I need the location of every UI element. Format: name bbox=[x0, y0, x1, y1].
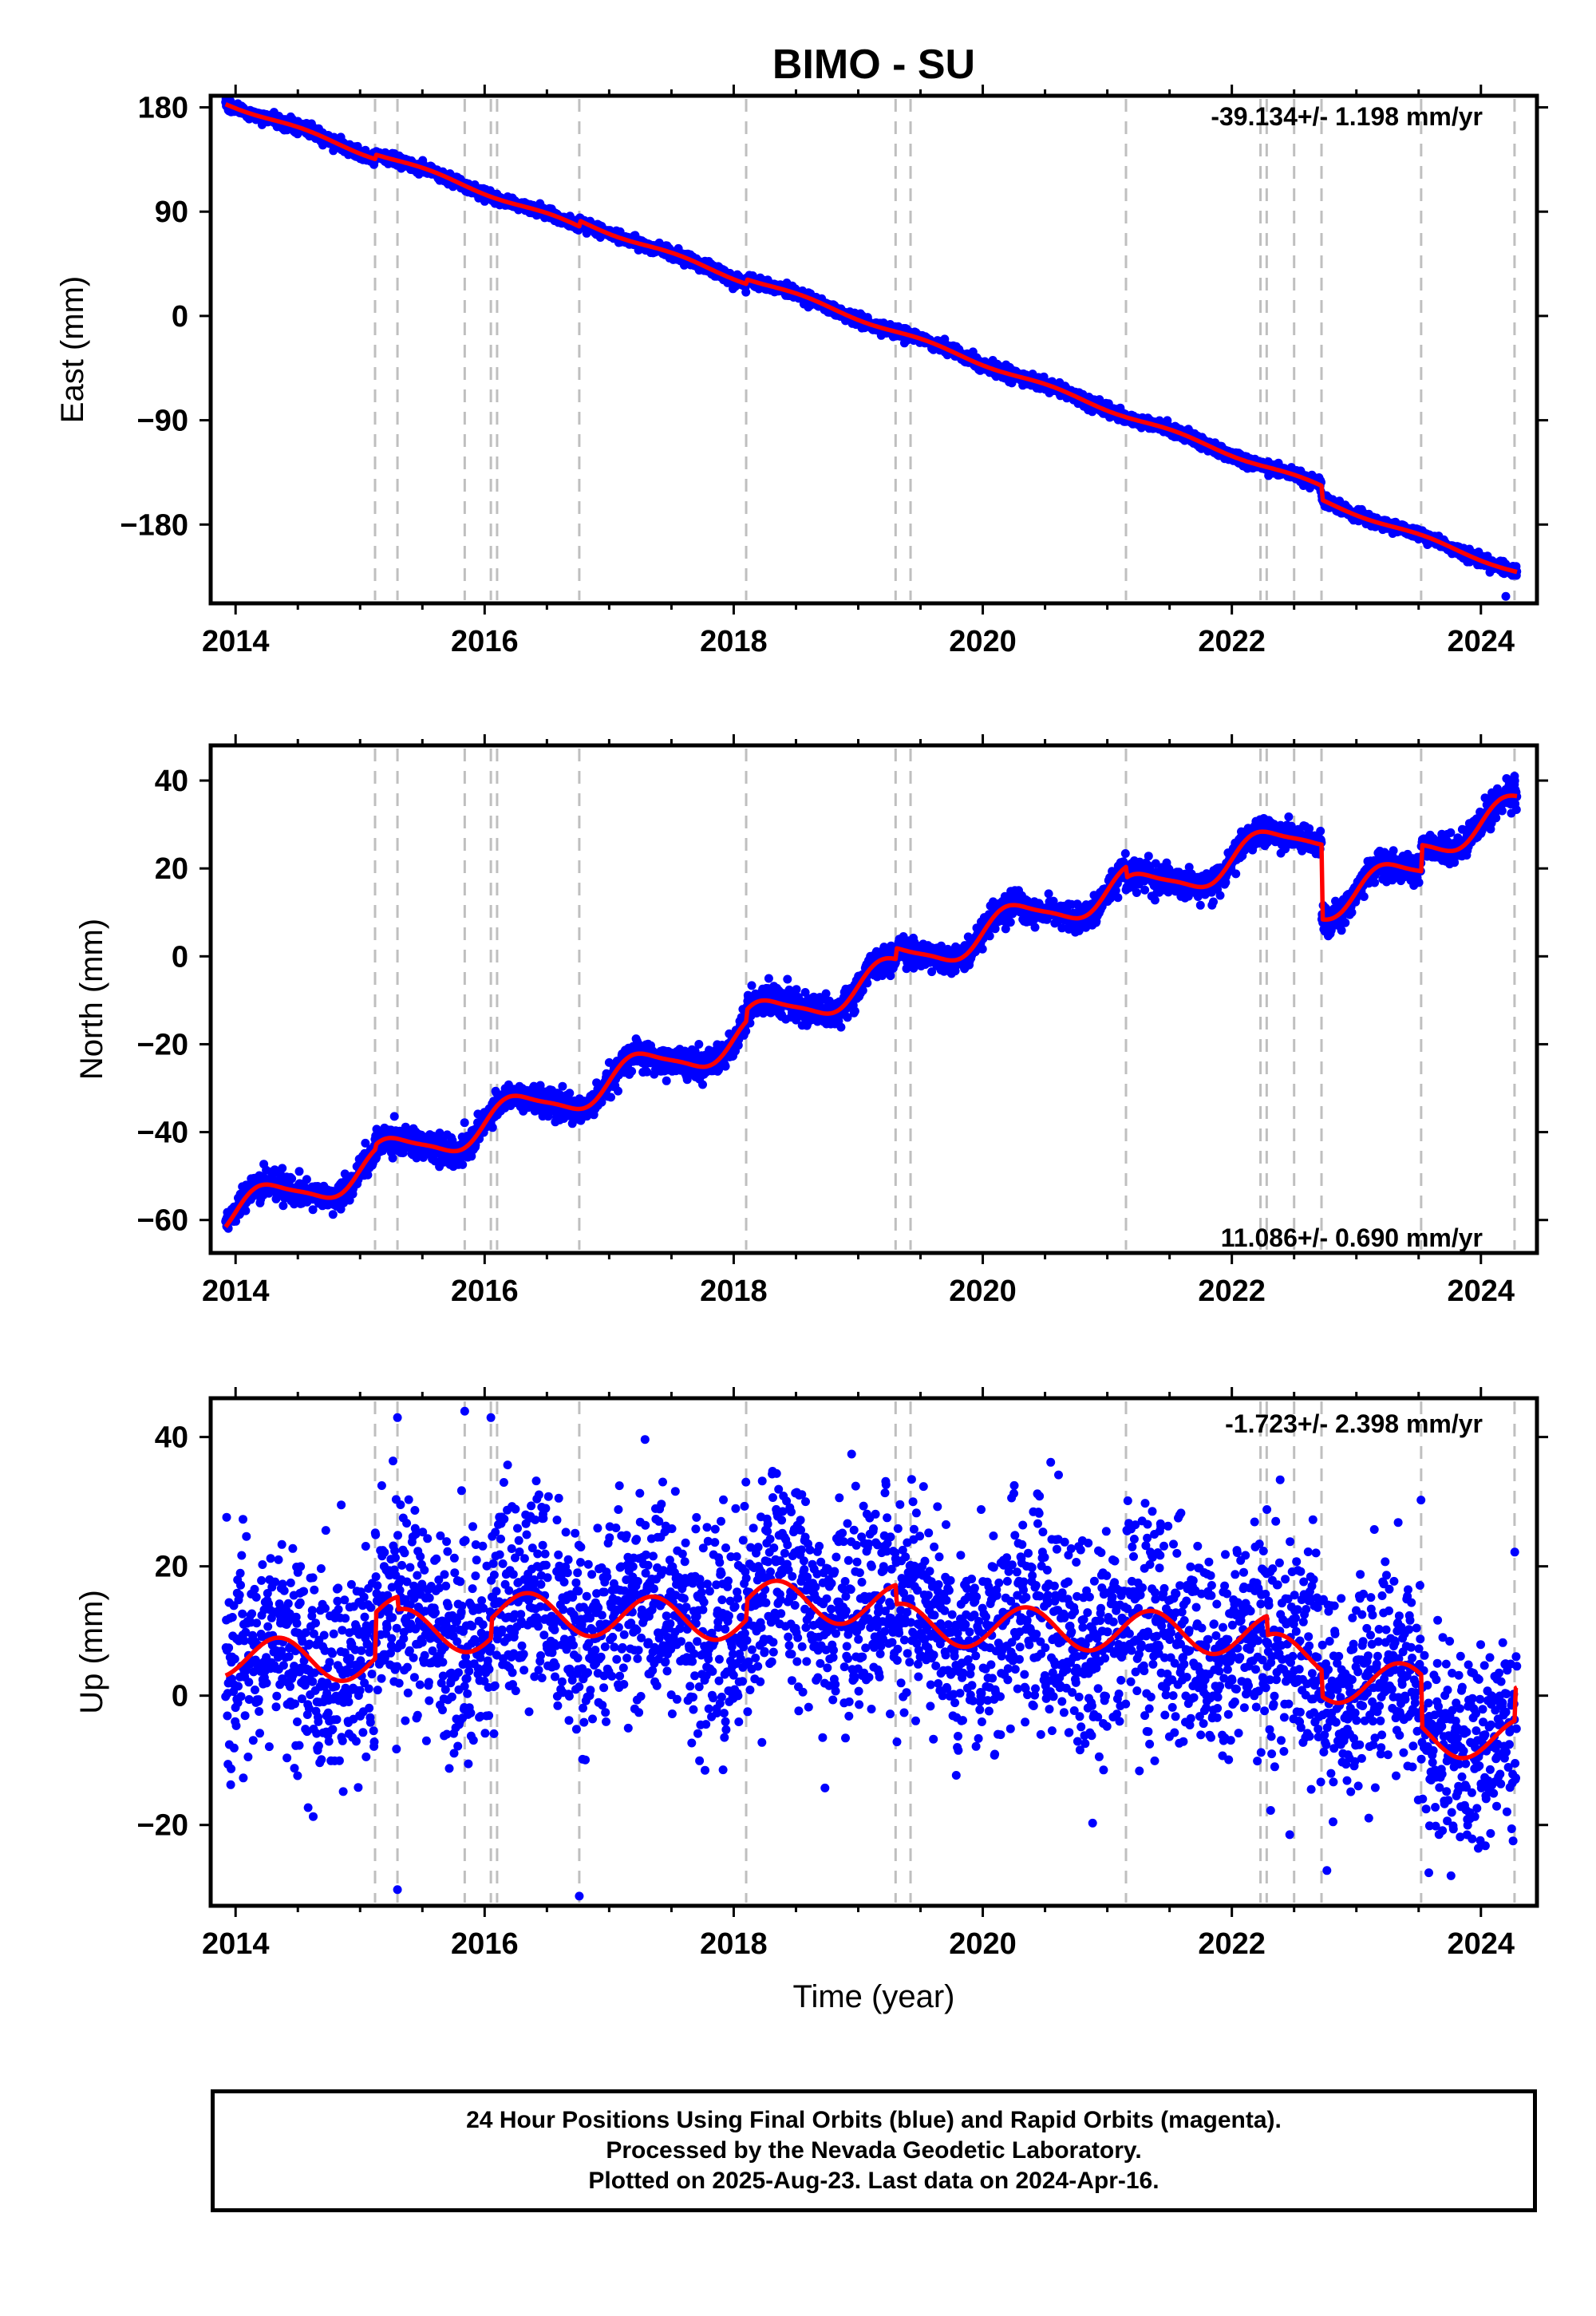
data-point bbox=[606, 1093, 615, 1102]
data-point bbox=[363, 1170, 373, 1180]
data-point bbox=[278, 1164, 287, 1173]
y-tick-label: −90 bbox=[137, 405, 188, 438]
data-point bbox=[565, 1089, 575, 1098]
x-tick-label: 2020 bbox=[949, 625, 1017, 658]
data-point bbox=[302, 1175, 311, 1184]
x-tick-label: 2024 bbox=[1448, 625, 1515, 658]
y-tick-label: −180 bbox=[120, 508, 188, 542]
data-point bbox=[694, 1040, 704, 1049]
y-tick-label: 180 bbox=[138, 92, 188, 125]
data-point bbox=[279, 1201, 288, 1211]
data-point bbox=[435, 1128, 444, 1138]
x-tick-label: 2018 bbox=[700, 625, 768, 658]
data-point bbox=[741, 287, 751, 297]
data-points bbox=[221, 96, 1522, 601]
data-point bbox=[308, 1205, 318, 1215]
data-point bbox=[328, 1210, 338, 1219]
data-points bbox=[221, 772, 1522, 1233]
rate-label: -39.134+/- 1.198 mm/yr bbox=[1211, 102, 1483, 131]
data-point bbox=[389, 1112, 399, 1121]
y-tick-label: 90 bbox=[155, 196, 188, 229]
data-point bbox=[372, 1124, 381, 1134]
x-tick-label: 2022 bbox=[1198, 625, 1266, 658]
y-tick-label: 0 bbox=[172, 300, 188, 334]
x-tick-label: 2016 bbox=[451, 625, 519, 658]
plot-frame bbox=[208, 93, 1539, 606]
chart-title: BIMO - SU bbox=[772, 41, 975, 88]
data-point bbox=[241, 1206, 251, 1215]
north-panel: 2014 2016 2018 2020 2022 2024−60−40−2002040No… bbox=[74, 734, 1548, 1308]
data-point bbox=[361, 1138, 370, 1148]
data-point bbox=[614, 1086, 622, 1096]
data-point bbox=[488, 1123, 497, 1132]
data-point bbox=[627, 1066, 637, 1076]
y-axis-label: East (mm) bbox=[55, 276, 90, 423]
data-point bbox=[458, 1160, 468, 1169]
data-point bbox=[388, 1153, 397, 1163]
east-panel: 2014 2016 2018 2020 2022 2024 −180 −90 0 90 180 Eas… bbox=[55, 85, 1548, 658]
data-point bbox=[662, 1076, 671, 1085]
data-point bbox=[460, 1118, 469, 1128]
data-point bbox=[558, 1081, 567, 1091]
x-tick-label: 2014 bbox=[202, 625, 270, 658]
data-point bbox=[294, 1167, 304, 1176]
model-curve bbox=[224, 101, 1519, 575]
data-point bbox=[287, 1174, 297, 1184]
data-point-outlier bbox=[1501, 591, 1511, 601]
